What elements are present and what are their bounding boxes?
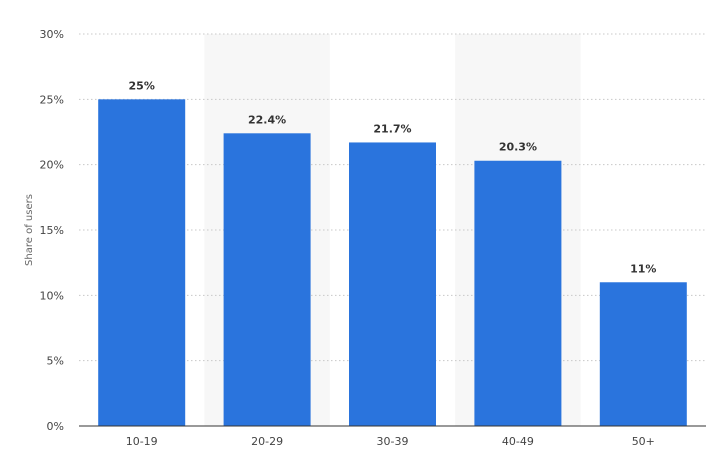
x-tick-label: 30-39	[377, 435, 409, 448]
y-axis-ticks: 0% 5% 10% 15% 20% 25% 30%	[40, 28, 64, 433]
bar	[98, 99, 186, 426]
y-tick-label: 25%	[40, 93, 64, 106]
bar	[474, 160, 562, 426]
x-axis-ticks: 10-19 20-29 30-39 40-49 50+	[126, 435, 655, 448]
y-tick-label: 15%	[40, 224, 64, 237]
data-label: 22.4%	[248, 113, 286, 126]
x-tick-label: 10-19	[126, 435, 158, 448]
data-label: 25%	[129, 79, 155, 92]
data-label: 11%	[630, 262, 656, 275]
data-labels: 25% 22.4% 21.7% 20.3% 11%	[129, 79, 657, 275]
x-tick-label: 20-29	[251, 435, 283, 448]
y-tick-label: 10%	[40, 289, 64, 302]
data-label: 20.3%	[499, 141, 537, 154]
bar	[349, 142, 436, 426]
x-tick-label: 40-49	[502, 435, 534, 448]
y-axis-label: Share of users	[24, 194, 35, 266]
data-label: 21.7%	[373, 122, 411, 135]
y-tick-label: 5%	[47, 355, 64, 368]
bars	[98, 99, 687, 426]
bar	[223, 133, 311, 426]
y-tick-label: 30%	[40, 28, 64, 41]
bar	[599, 282, 687, 426]
y-tick-label: 0%	[47, 420, 64, 433]
y-tick-label: 20%	[40, 159, 64, 172]
x-tick-label: 50+	[632, 435, 655, 448]
